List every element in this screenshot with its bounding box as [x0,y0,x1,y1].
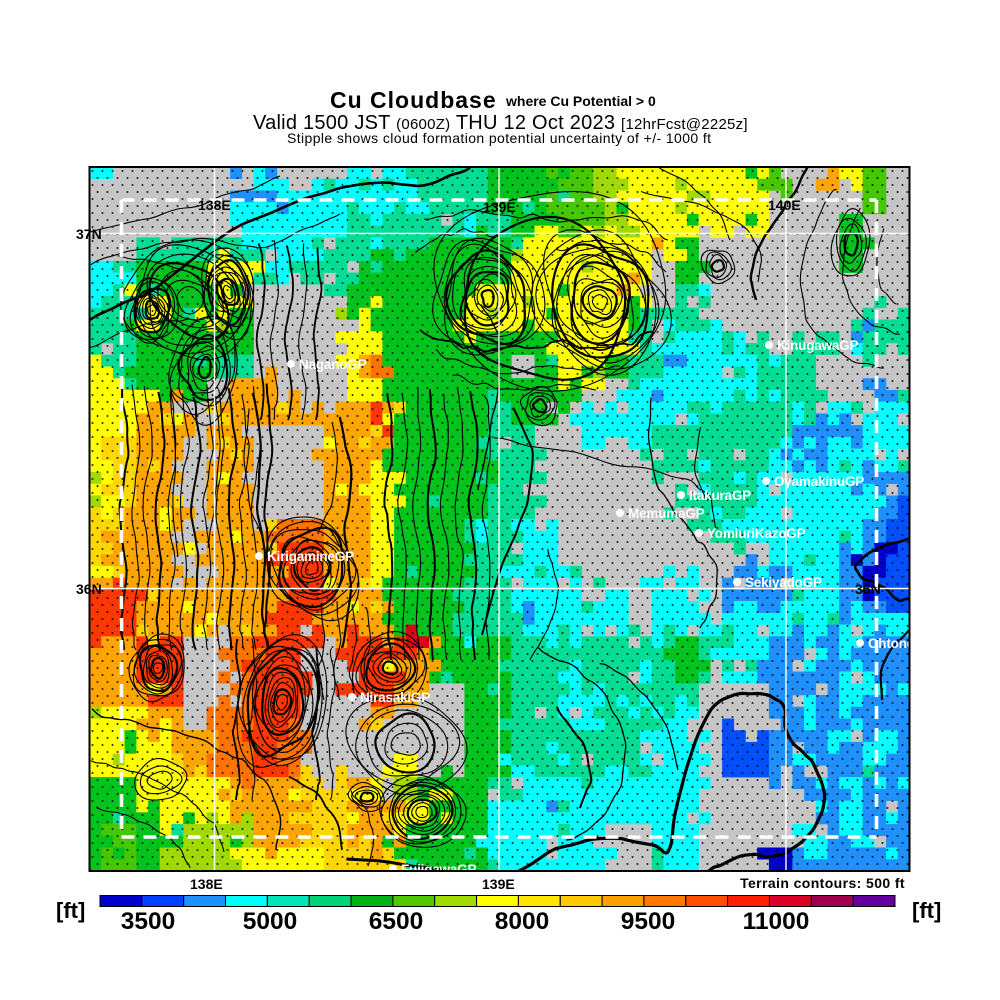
svg-text:FujigawaGP: FujigawaGP [401,862,476,877]
svg-text:11000: 11000 [743,908,810,935]
svg-text:KirigamineGP: KirigamineGP [267,549,354,564]
svg-text:NaganoGP: NaganoGP [299,357,367,372]
svg-text:6500: 6500 [369,908,424,935]
svg-text:3500: 3500 [121,908,176,935]
svg-text:ItakuraGP: ItakuraGP [689,488,751,503]
svg-text:OhtoneGP: OhtoneGP [868,636,933,651]
svg-text:138E: 138E [190,876,223,892]
svg-text:SekiyadoGP: SekiyadoGP [745,575,822,590]
svg-text:139E: 139E [483,199,516,215]
svg-text:140E: 140E [768,197,801,213]
svg-text:139E: 139E [482,876,515,892]
svg-text:MemumaGP: MemumaGP [628,506,705,521]
svg-text:where Cu Potential > 0: where Cu Potential > 0 [505,93,656,109]
svg-text:Terrain contours: 500 ft: Terrain contours: 500 ft [740,875,905,891]
svg-text:Cu Cloudbase: Cu Cloudbase [330,87,497,113]
svg-text:8000: 8000 [495,908,550,935]
svg-text:5000: 5000 [243,908,298,935]
svg-text:Stipple shows cloud formation: Stipple shows cloud formation potential … [287,130,711,146]
svg-text:Valid 1500 JST (0600Z) THU 12: Valid 1500 JST (0600Z) THU 12 Oct 2023 [… [253,112,748,134]
svg-text:37N: 37N [76,226,102,242]
svg-text:9500: 9500 [621,908,676,935]
svg-text:[ft]: [ft] [56,898,85,923]
svg-text:OyamakinuGP: OyamakinuGP [774,474,864,489]
svg-text:[ft]: [ft] [912,898,941,923]
svg-text:138E: 138E [198,197,231,213]
svg-text:KinugawaGP: KinugawaGP [777,338,858,353]
svg-text:36N: 36N [76,581,102,597]
svg-text:36N: 36N [855,581,881,597]
svg-text:YomiuriKazoGP: YomiuriKazoGP [707,526,806,541]
svg-text:NirasakiGP: NirasakiGP [360,690,430,705]
